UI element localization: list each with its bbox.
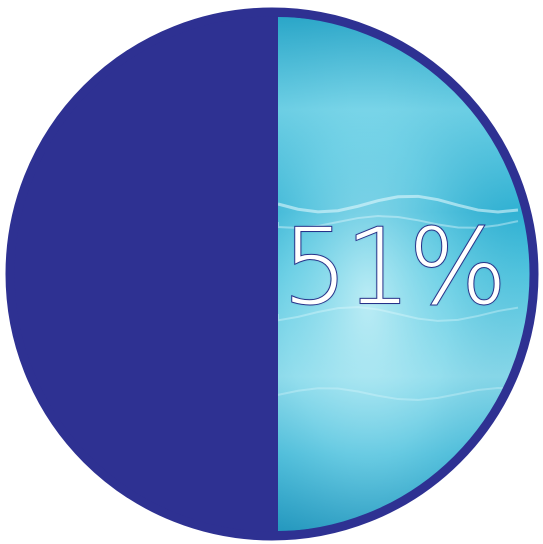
water-wave xyxy=(277,194,519,214)
water-wave xyxy=(277,306,519,322)
water-wave xyxy=(277,215,519,229)
slice-divider xyxy=(270,17,278,531)
pie-slice-water-glow xyxy=(278,17,535,531)
percentage-label: 51% xyxy=(281,206,508,328)
water-wave xyxy=(277,387,519,401)
pie-outer-ring xyxy=(5,7,539,541)
